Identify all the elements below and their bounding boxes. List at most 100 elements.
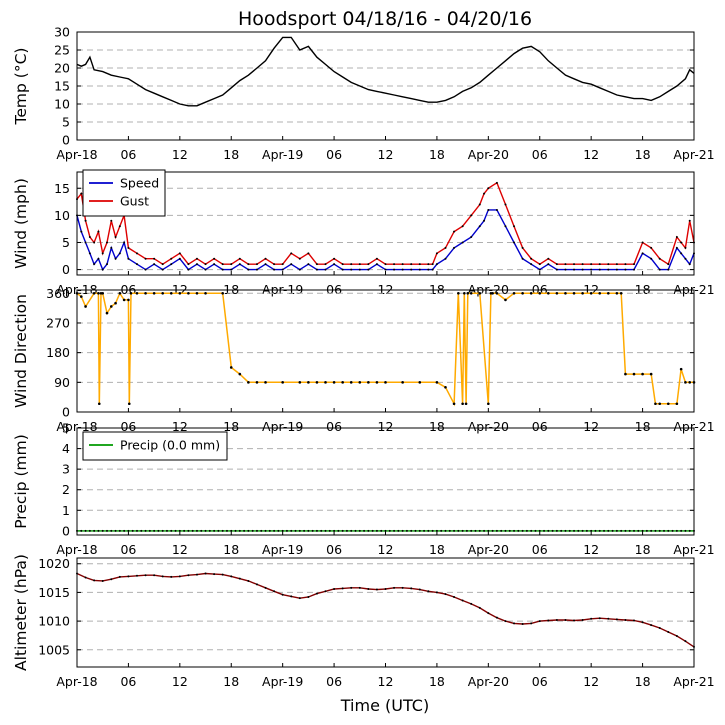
data-point-wind-1-40 [367,263,370,266]
data-point-wind-1-12 [127,246,130,249]
plot-frame-wind_direction [76,289,695,413]
data-point-altimeter-0-7 [135,574,138,577]
data-point-precip [633,529,636,532]
data-point-precip [457,529,460,532]
data-point-wind-1-53 [470,214,473,217]
data-point-altimeter-0-1 [84,576,87,579]
x-tick-label-precip-5: 06 [326,542,342,557]
data-point-altimeter-0-16 [213,573,216,576]
x-tick-label-temperature-9: 06 [532,147,548,162]
data-point-wind_direction-57 [491,291,494,295]
data-point-wind_direction-45 [435,381,439,384]
x-tick-label-temperature-4: Apr-19 [262,147,303,162]
data-point-wind_direction-75 [632,372,636,376]
data-point-altimeter-0-9 [153,574,156,577]
data-point-wind-1-73 [633,263,636,266]
data-point-wind-0-69 [598,268,601,271]
y-tick-label-wind-1: 5 [62,235,70,250]
data-point-wind-1-69 [598,263,601,266]
data-point-wind-1-58 [504,203,507,206]
data-point-precip [517,529,520,532]
data-point-precip [680,529,683,532]
series-line-temperature-0 [76,36,695,107]
x-tick-label-altimeter-1: 06 [120,674,136,689]
data-point-precip [80,529,83,532]
data-point-wind_direction-25 [221,291,224,295]
x-tick-label-temperature-8: Apr-20 [468,147,509,162]
data-point-wind_direction-8 [105,311,109,315]
data-point-wind-0-51 [453,246,456,249]
data-point-wind-1-24 [230,263,233,266]
data-point-wind-1-70 [607,263,610,266]
x-tick-label-altimeter-5: 06 [326,674,342,689]
data-point-precip [483,529,486,532]
data-point-wind-0-18 [178,257,181,260]
data-point-precip [208,529,211,532]
data-point-precip [290,529,293,532]
data-point-precip [508,529,511,532]
y-tick-label-altimeter-2: 1015 [38,585,70,600]
x-tick-label-temperature-3: 18 [223,147,239,162]
y-axis-label-wind: Wind (mph) [12,178,30,269]
data-point-precip [465,529,468,532]
data-point-wind_direction-19 [161,291,164,295]
data-point-wind-1-7 [105,241,108,244]
data-point-wind-1-31 [290,252,293,255]
data-point-wind-0-73 [633,268,636,271]
data-point-wind-0-67 [581,268,584,271]
data-point-altimeter-0-45 [461,599,464,602]
data-point-precip [474,529,477,532]
data-point-precip [277,529,280,532]
data-point-precip [671,529,674,532]
data-point-precip [84,529,87,532]
data-point-wind-0-15 [153,263,156,266]
plot-frame-altimeter [76,557,695,668]
data-point-precip [658,529,661,532]
data-point-precip [251,529,254,532]
data-point-wind-1-37 [341,263,344,266]
data-point-altimeter-0-14 [195,573,198,576]
data-point-wind_direction-11 [118,291,122,295]
data-point-precip [478,529,481,532]
data-point-wind-0-45 [410,268,413,271]
data-point-wind-0-80 [684,257,687,260]
data-point-wind-0-62 [538,268,541,271]
data-point-wind-1-71 [615,263,618,266]
data-point-wind-1-41 [375,257,378,260]
data-point-wind-0-2 [84,241,87,244]
data-point-altimeter-0-54 [538,620,541,623]
data-point-precip [97,529,100,532]
data-point-altimeter-0-49 [495,616,498,619]
y-tick-label-temperature-1: 5 [62,115,70,130]
data-point-precip [435,529,438,532]
data-point-altimeter-0-63 [615,618,618,621]
data-point-wind-1-18 [178,252,181,255]
data-point-wind-1-19 [187,263,190,266]
data-point-wind-0-41 [375,263,378,266]
data-point-altimeter-0-41 [427,590,430,593]
data-point-precip [230,529,233,532]
data-point-precip [423,529,426,532]
data-point-precip [298,529,301,532]
data-point-wind_direction-58 [495,291,499,295]
data-point-wind-0-6 [101,268,104,271]
data-point-wind_direction-15 [129,291,133,295]
data-point-altimeter-0-57 [564,618,567,621]
data-point-altimeter-0-8 [144,574,147,577]
data-point-wind-0-76 [658,268,661,271]
data-point-wind-1-45 [410,263,413,266]
data-point-wind-0-28 [264,263,267,266]
x-tick-label-altimeter-7: 18 [429,674,445,689]
data-point-wind-0-4 [93,263,96,266]
data-point-wind-0-63 [547,263,550,266]
data-point-wind-1-64 [555,263,558,266]
x-tick-label-precip-8: Apr-20 [468,542,509,557]
data-point-altimeter-0-40 [418,588,421,591]
data-point-wind-1-56 [487,187,490,190]
data-point-precip [564,529,567,532]
data-point-precip [170,529,173,532]
series-line-wind-1 [76,181,695,266]
